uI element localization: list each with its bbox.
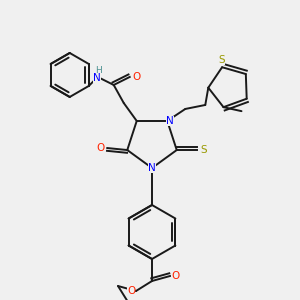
Text: O: O [133, 72, 141, 82]
Text: N: N [148, 163, 156, 173]
Text: S: S [219, 55, 225, 65]
Text: S: S [200, 145, 207, 155]
Text: O: O [171, 271, 179, 281]
Text: N: N [167, 116, 174, 126]
Text: O: O [127, 286, 135, 296]
Text: N: N [93, 73, 101, 83]
Text: O: O [96, 143, 104, 153]
Text: H: H [95, 67, 102, 76]
